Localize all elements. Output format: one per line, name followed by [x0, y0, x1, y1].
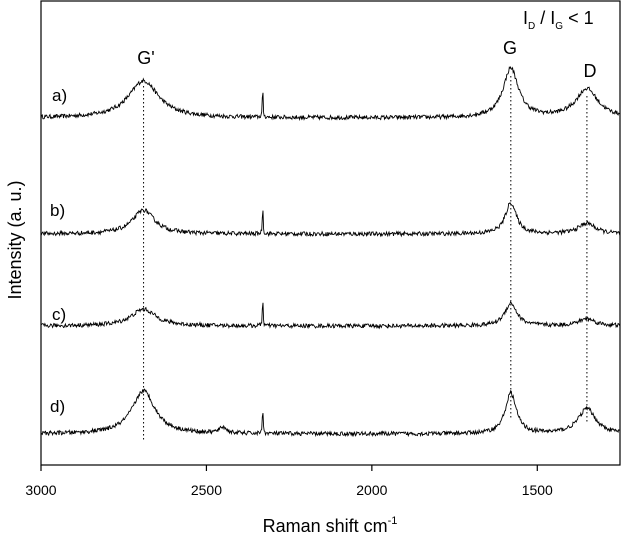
x-axis-title-sup: -1	[388, 515, 398, 527]
x-tick-label: 1500	[522, 482, 553, 498]
x-axis-ticks: 3000 2500 2000 1500	[25, 465, 553, 498]
series-label-d: d)	[50, 397, 65, 416]
ratio-rest: < 1	[563, 8, 594, 28]
x-axis-title-main: Raman shift cm	[263, 516, 388, 536]
peak-guide-lines	[143, 76, 588, 440]
ratio-sub1: D	[528, 21, 535, 32]
peak-label-g-prime: G'	[137, 48, 154, 68]
intensity-ratio-annotation: ID / IG < 1	[523, 8, 594, 32]
x-tick-label: 2000	[356, 482, 387, 498]
ratio-i1: I	[523, 8, 528, 28]
x-tick-label: 3000	[25, 482, 56, 498]
spectrum-line-c	[40, 300, 621, 330]
ratio-sep: /	[535, 8, 550, 28]
series-label-a: a)	[52, 86, 67, 105]
ratio-i2: I	[550, 8, 555, 28]
y-axis-title: Intensity (a. u.)	[5, 180, 25, 299]
x-axis-title: Raman shift cm-1	[263, 515, 398, 536]
ratio-sub2: G	[555, 21, 563, 32]
series-layer	[40, 65, 621, 438]
series-label-c: c)	[52, 305, 66, 324]
spectrum-line-a	[40, 65, 621, 122]
series-label-b: b)	[50, 201, 65, 220]
peak-label-d: D	[584, 61, 597, 81]
spectrum-line-b	[40, 201, 621, 238]
x-tick-label: 2500	[191, 482, 222, 498]
spectrum-line-d	[40, 388, 620, 438]
peak-label-g: G	[503, 38, 517, 58]
plot-frame	[40, 0, 621, 466]
